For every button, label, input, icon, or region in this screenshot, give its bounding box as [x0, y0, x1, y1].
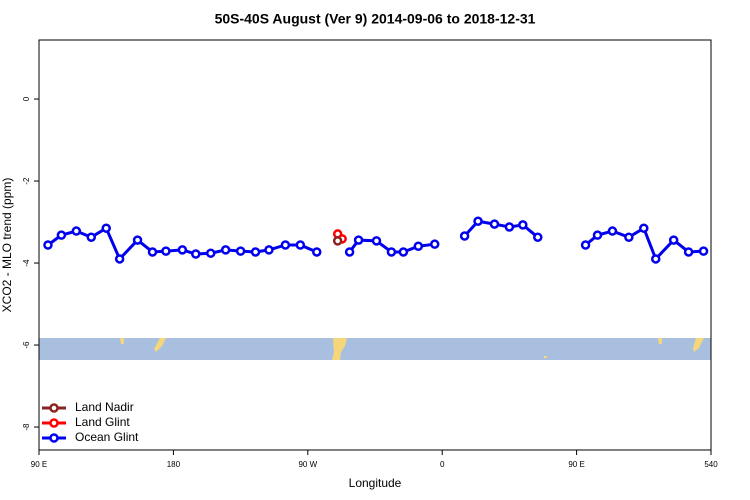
point	[668, 235, 679, 245]
point	[607, 226, 618, 236]
point	[332, 236, 343, 246]
point	[71, 226, 82, 236]
point	[592, 230, 603, 240]
point	[489, 219, 500, 229]
x-tick-label: 0	[440, 460, 445, 469]
point	[295, 240, 306, 250]
x-tick-label: 90 E	[31, 460, 47, 469]
x-tick-label: 180	[167, 460, 181, 469]
point	[250, 247, 261, 257]
legend-marker	[49, 433, 59, 443]
map-strip	[39, 338, 711, 360]
legend-label: Land Nadir	[75, 400, 134, 414]
x-tick-label: 90 W	[298, 460, 317, 469]
legend-marker	[49, 403, 59, 413]
point	[312, 247, 322, 257]
point	[473, 216, 483, 226]
point	[683, 247, 694, 257]
point	[353, 235, 364, 245]
legend-label: Land Glint	[75, 415, 130, 429]
point	[177, 245, 188, 255]
legend-label: Ocean Glint	[75, 430, 139, 444]
point	[56, 230, 67, 240]
point	[264, 245, 274, 255]
x-tick-label: 540	[704, 460, 718, 469]
point	[398, 247, 409, 257]
point	[518, 220, 528, 230]
y-tick-label: 0	[22, 96, 31, 101]
point	[344, 247, 355, 257]
point	[698, 246, 709, 256]
point	[639, 223, 649, 233]
point	[650, 254, 661, 264]
point	[413, 241, 424, 251]
point	[580, 240, 591, 250]
point	[386, 247, 397, 257]
x-tick-label: 90 E	[568, 460, 584, 469]
point	[429, 239, 440, 249]
point	[459, 231, 470, 241]
chart-title: 50S-40S August (Ver 9) 2014-09-06 to 201…	[215, 11, 536, 27]
point	[280, 240, 291, 250]
y-tick-label: -6	[22, 341, 31, 349]
legend-marker	[49, 418, 59, 428]
point	[161, 246, 171, 256]
point	[191, 249, 201, 259]
point	[147, 247, 158, 257]
point	[43, 240, 53, 250]
plot-frame	[38, 39, 712, 451]
point	[533, 232, 543, 242]
point	[371, 236, 382, 246]
y-tick-label: -4	[22, 259, 31, 267]
x-axis-label: Longitude	[349, 476, 402, 490]
point	[624, 232, 634, 242]
point	[101, 223, 111, 233]
y-tick-label: -8	[22, 423, 31, 431]
point	[504, 222, 515, 232]
point	[114, 254, 125, 264]
point	[132, 235, 143, 245]
point	[86, 232, 97, 242]
point	[235, 246, 246, 256]
point	[220, 245, 231, 255]
y-axis-label: XCO2 - MLO trend (ppm)	[0, 178, 14, 313]
y-tick-label: -2	[22, 177, 31, 185]
point	[205, 248, 216, 258]
